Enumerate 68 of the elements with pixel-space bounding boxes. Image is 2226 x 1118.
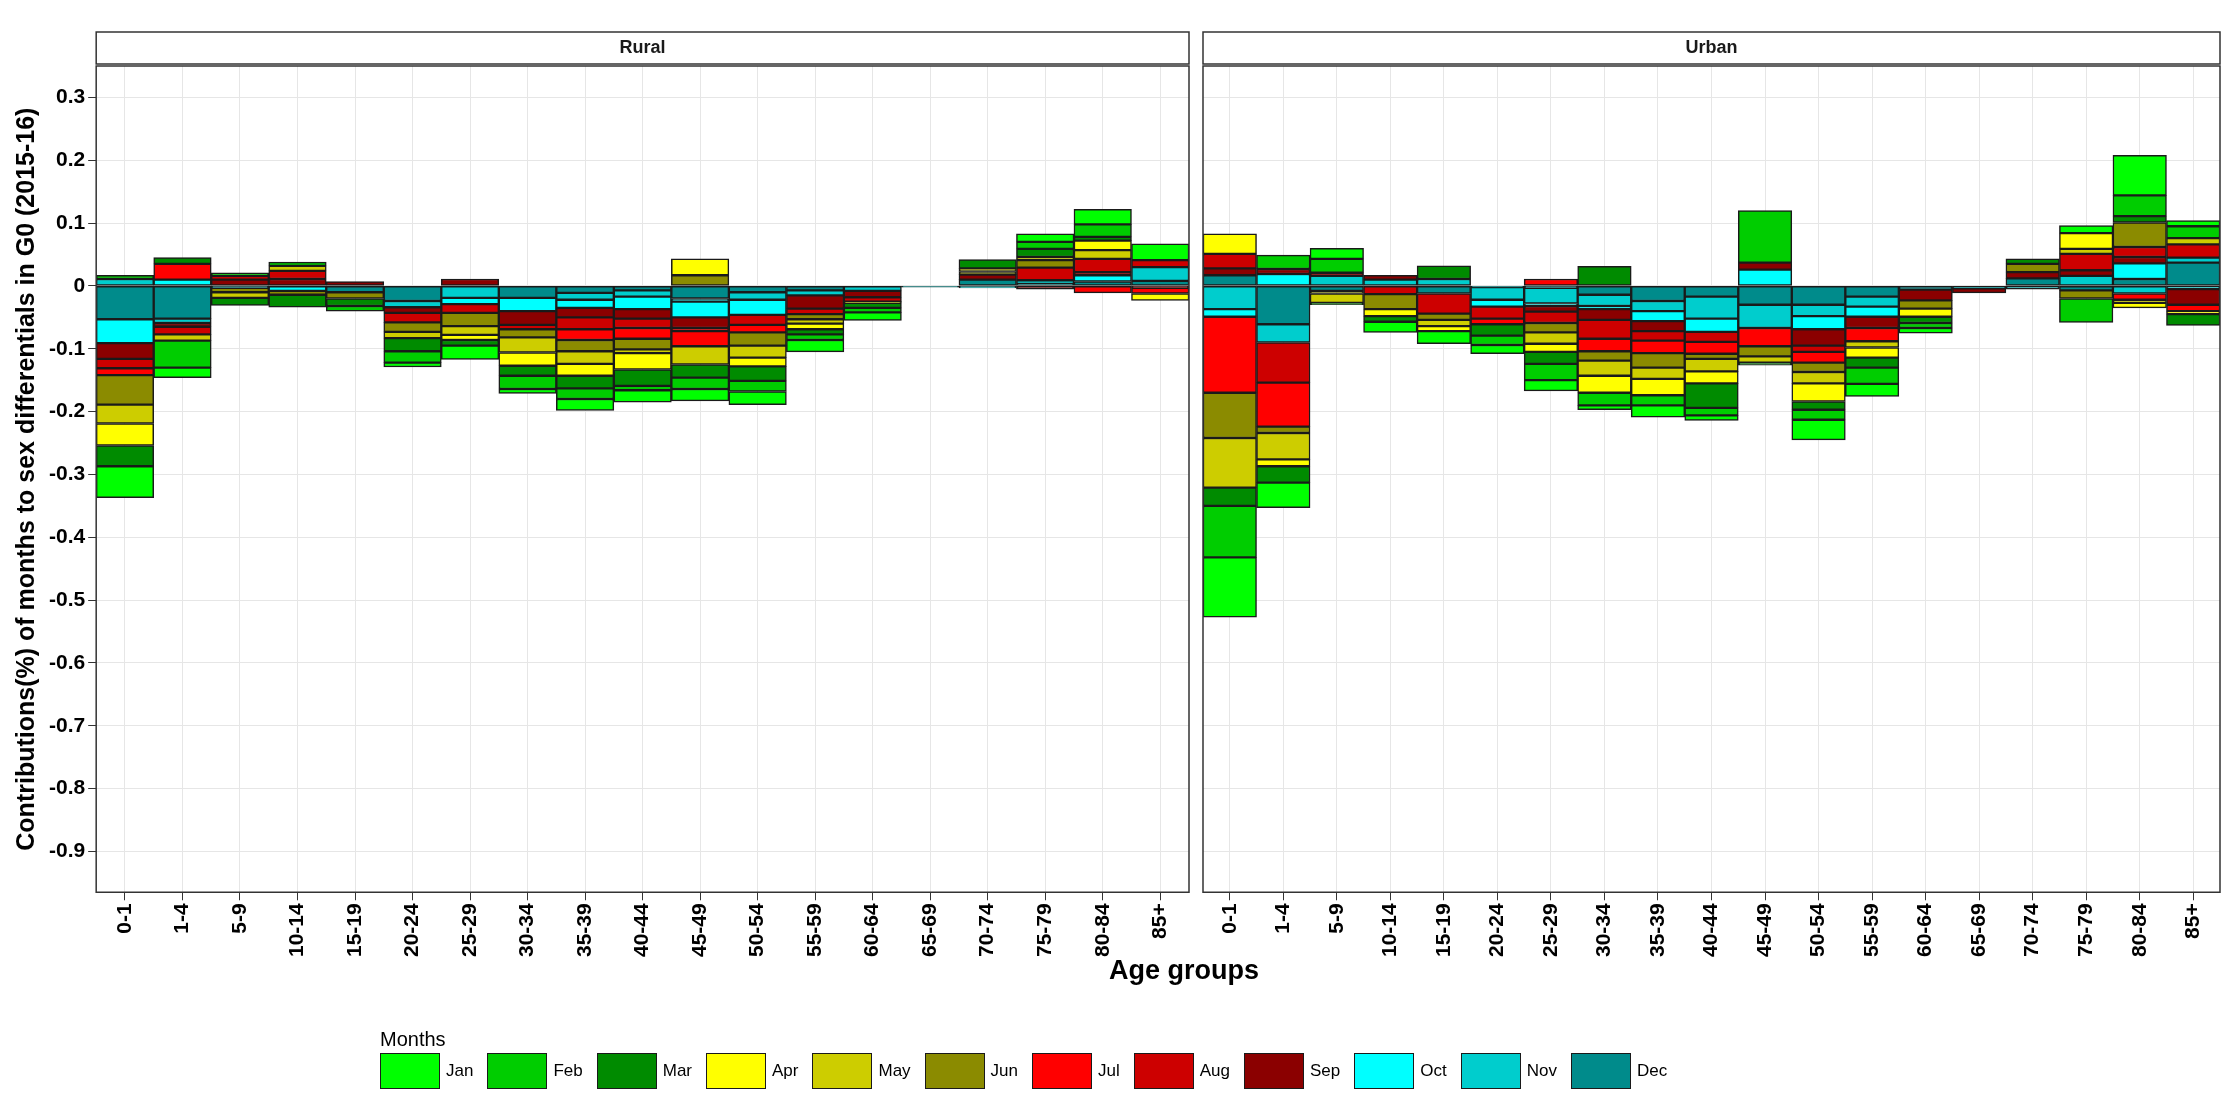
legend-label: Jan — [446, 1061, 474, 1081]
y-tick-label: -0.1 — [49, 335, 86, 359]
y-tick-label: -0.2 — [49, 398, 86, 422]
legend-label: Dec — [1636, 1061, 1668, 1081]
x-tick-label: 35-39 — [571, 903, 595, 958]
x-tick-label: 50-54 — [744, 902, 768, 958]
legend-label: Apr — [772, 1061, 799, 1081]
x-tick-label: 30-34 — [514, 902, 538, 958]
legend-label: Oct — [1420, 1061, 1447, 1081]
x-tick-label: 35-39 — [1644, 903, 1668, 958]
x-tick-label: 65-69 — [1965, 903, 1989, 958]
x-tick-label: 75-79 — [2072, 903, 2096, 958]
x-tick-label: 40-44 — [1698, 902, 1722, 958]
x-tick-label: 0-1 — [1216, 902, 1240, 934]
x-tick-label: 20-24 — [1484, 902, 1508, 958]
x-tick-label: 45-49 — [686, 903, 710, 958]
legend-label: May — [878, 1061, 911, 1081]
x-tick-label: 85+ — [2180, 903, 2204, 939]
y-tick-label: 0.1 — [55, 209, 86, 233]
legend-label: Sep — [1310, 1061, 1341, 1081]
x-tick-label: 50-54 — [1805, 902, 1829, 958]
x-tick-label: 80-84 — [1089, 902, 1113, 958]
x-tick-label: 1-4 — [1270, 902, 1294, 934]
legend-label: Aug — [1199, 1061, 1230, 1081]
x-tick-label: 5-9 — [226, 903, 250, 934]
x-tick-label: 55-59 — [1858, 903, 1882, 958]
x-tick-label: 75-79 — [1032, 903, 1056, 958]
y-tick-label: -0.9 — [49, 838, 86, 862]
legend-label: Feb — [553, 1061, 583, 1081]
x-tick-label: 55-59 — [801, 903, 825, 958]
y-tick-label: -0.6 — [49, 649, 86, 673]
x-tick-label: 70-74 — [974, 902, 998, 958]
legend-label: Jul — [1098, 1061, 1120, 1081]
x-tick-label: 25-29 — [456, 903, 480, 958]
x-tick-label: 60-64 — [859, 902, 883, 958]
x-tick-label: 20-24 — [399, 902, 423, 958]
x-tick-label: 15-19 — [1430, 903, 1454, 958]
x-tick-label: 30-34 — [1591, 902, 1615, 958]
x-tick-label: 1-4 — [169, 902, 193, 934]
x-tick-label: 25-29 — [1537, 903, 1561, 958]
legend-label: Mar — [662, 1061, 692, 1081]
legend-title: Months — [380, 1028, 447, 1051]
legend-label: Jun — [990, 1061, 1019, 1081]
y-tick-label: -0.7 — [49, 712, 86, 736]
x-axis-title: Age groups — [1109, 955, 1259, 985]
x-tick-label: 85+ — [1147, 903, 1171, 939]
y-tick-label: -0.3 — [49, 461, 86, 485]
y-tick-label: -0.8 — [49, 775, 86, 799]
y-tick-label: 0 — [73, 272, 86, 296]
x-tick-label: 0-1 — [111, 902, 135, 934]
x-tick-label: 40-44 — [629, 902, 653, 958]
x-tick-label: 70-74 — [2019, 902, 2043, 958]
chart-title: Urban — [1685, 36, 1738, 57]
x-tick-label: 45-49 — [1751, 903, 1775, 958]
y-tick-label: -0.4 — [49, 524, 86, 548]
x-tick-label: 65-69 — [916, 903, 940, 958]
x-tick-label: 80-84 — [2126, 902, 2150, 958]
x-tick-label: 10-14 — [1377, 902, 1401, 958]
x-tick-label: 5-9 — [1323, 903, 1347, 934]
y-tick-label: -0.5 — [49, 586, 86, 610]
y-tick-label: 0.2 — [55, 147, 86, 171]
y-tick-label: 0.3 — [55, 84, 86, 108]
y-axis-title: Contributions(%) of months to sex differentials in G0 (2015-16) — [10, 107, 39, 851]
x-tick-label: 10-14 — [284, 902, 308, 958]
legend-label: Nov — [1526, 1061, 1557, 1081]
x-tick-label: 15-19 — [341, 903, 365, 958]
chart-title: Rural — [619, 36, 666, 57]
x-tick-label: 60-64 — [1912, 902, 1936, 958]
